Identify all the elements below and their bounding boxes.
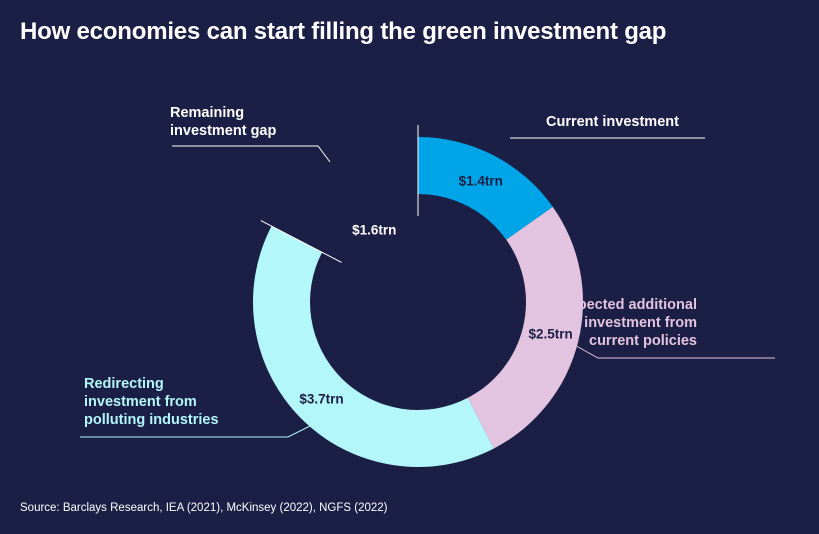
slice-expected-additional-investment-from-current-policies — [467, 206, 583, 449]
category-label-redirecting-investment-from-polluting-industries: Redirecting investment from polluting in… — [84, 376, 219, 428]
value-label-expected-additional-investment-from-current-policies: $2.5trn — [528, 326, 573, 342]
value-label-current-investment: $1.4trn — [458, 173, 503, 189]
slice-current-investment — [418, 137, 553, 240]
slice-redirecting-investment-from-polluting-industries — [253, 226, 494, 467]
category-label-remaining-investment-gap: Remaining investment gap — [170, 105, 277, 139]
leader-line-expected-additional-investment-from-current-policies — [561, 337, 775, 359]
category-label-current-investment: Current investment — [546, 114, 679, 130]
value-label-redirecting-investment-from-polluting-industries: $3.7trn — [299, 391, 344, 407]
leader-line-remaining-investment-gap — [172, 145, 331, 163]
source-note: Source: Barclays Research, IEA (2021), M… — [20, 502, 388, 514]
leader-line-redirecting-investment-from-polluting-industries — [80, 424, 313, 438]
value-label-remaining-investment-gap: $1.6trn — [352, 222, 397, 238]
category-label-expected-additional-investment-from-current-policies: Expected additional investment from curr… — [560, 297, 697, 349]
chart-title: How economies can start filling the gree… — [20, 18, 667, 45]
gap-boundary-start — [260, 220, 342, 263]
